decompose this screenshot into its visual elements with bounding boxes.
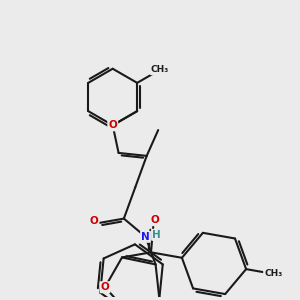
Text: O: O [100,282,109,292]
Text: O: O [90,216,98,226]
Text: CH₃: CH₃ [151,65,169,74]
Text: O: O [108,120,117,130]
Text: O: O [151,215,160,225]
Text: N: N [141,232,150,242]
Text: CH₃: CH₃ [264,269,282,278]
Text: H: H [152,230,161,240]
